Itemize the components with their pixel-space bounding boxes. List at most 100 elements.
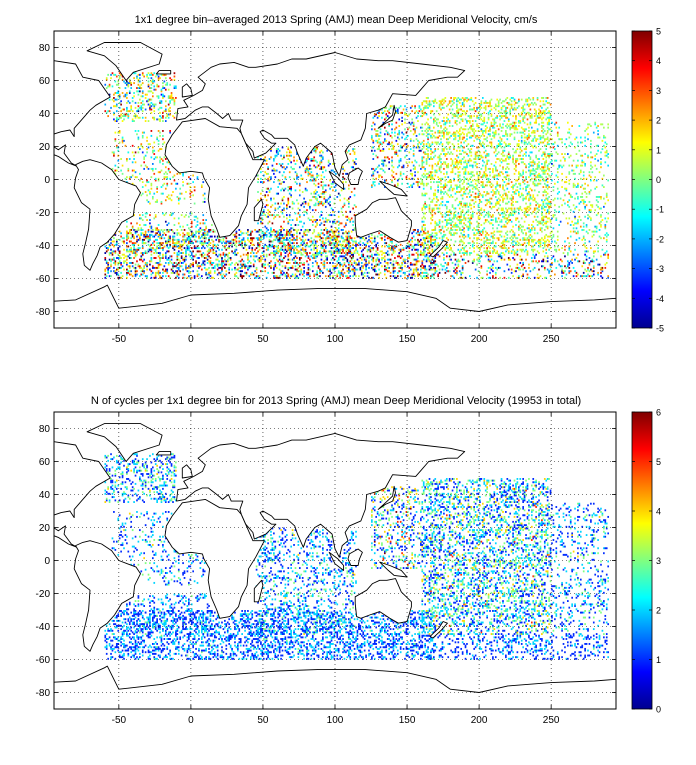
bin-cell	[319, 196, 321, 198]
bin-cell	[144, 212, 147, 215]
bin-cell	[353, 163, 356, 165]
bin-cell	[438, 230, 441, 233]
bin-cell	[448, 219, 451, 221]
bin-cell	[287, 242, 290, 245]
bin-cell	[280, 229, 282, 231]
bin-cell	[409, 184, 412, 187]
bin-cell	[274, 275, 277, 278]
bin-cell	[304, 255, 307, 258]
bin-cell	[147, 80, 150, 83]
bin-cell	[408, 161, 411, 164]
bin-cell	[388, 111, 390, 114]
bin-cell	[381, 149, 383, 152]
bin-cell	[316, 273, 318, 276]
bin-cell	[257, 275, 259, 278]
bin-cell	[358, 263, 360, 266]
bin-cell	[149, 108, 151, 111]
bin-cell	[281, 245, 284, 248]
bin-cell	[164, 240, 167, 243]
bin-cell	[288, 186, 291, 188]
bin-cell	[383, 265, 386, 268]
bin-cell	[170, 262, 173, 264]
bin-cell	[385, 252, 388, 254]
bin-cell	[320, 243, 323, 246]
bin-cell	[162, 255, 164, 258]
bin-cell	[160, 202, 163, 205]
bin-cell	[137, 110, 140, 113]
bin-cell	[137, 146, 140, 149]
bin-cell	[278, 235, 281, 238]
bin-cell	[173, 224, 176, 226]
bin-cell	[290, 146, 292, 149]
bin-cell	[313, 159, 316, 162]
bin-cell	[430, 134, 432, 137]
bin-cell	[422, 111, 425, 114]
bin-cell	[381, 237, 383, 240]
bin-cell	[273, 247, 275, 250]
bin-cell	[262, 163, 265, 165]
bin-cell	[264, 214, 267, 217]
bin-cell	[150, 250, 153, 253]
bin-cell	[275, 163, 278, 165]
bin-cell	[208, 250, 210, 253]
bin-cell	[118, 130, 121, 132]
bin-cell	[183, 258, 186, 261]
bin-cell	[395, 149, 398, 152]
bin-cell	[255, 230, 258, 233]
bin-cell	[262, 212, 265, 215]
bin-cell	[258, 230, 261, 233]
bin-cell	[347, 235, 350, 238]
bin-cell	[385, 266, 388, 269]
bin-cell	[162, 138, 164, 141]
bin-cell	[388, 167, 390, 170]
bin-cell	[139, 238, 141, 241]
bin-cell	[298, 245, 301, 248]
bin-cell	[440, 103, 442, 106]
bin-cell	[309, 199, 311, 202]
bin-cell	[163, 265, 166, 268]
bin-cell	[440, 186, 442, 188]
bin-cell	[332, 257, 334, 259]
bin-cell	[385, 276, 388, 279]
bin-cell	[443, 161, 445, 164]
bin-cell	[375, 139, 378, 142]
bin-cell	[421, 166, 424, 169]
bin-cell	[160, 242, 163, 245]
bin-cell	[241, 245, 243, 248]
bin-cell	[249, 242, 252, 245]
bin-cell	[215, 238, 218, 241]
bin-cell	[202, 252, 205, 254]
bin-cell	[209, 235, 212, 238]
bin-cell	[317, 200, 320, 203]
bin-cell	[352, 255, 354, 258]
bin-cell	[415, 146, 418, 149]
bin-cell	[297, 266, 300, 269]
bin-cell	[271, 230, 274, 233]
bin-cell	[265, 245, 268, 248]
bin-cell	[427, 182, 429, 185]
bin-cell	[283, 243, 285, 246]
bin-cell	[317, 174, 320, 177]
bin-cell	[320, 174, 323, 177]
bin-cell	[346, 270, 349, 273]
bin-cell	[141, 270, 144, 273]
bin-cell	[317, 252, 320, 254]
bin-cell	[408, 253, 411, 256]
bin-cell	[162, 143, 164, 146]
bin-cell	[126, 235, 128, 238]
bin-cell	[277, 148, 280, 151]
bin-cell	[139, 87, 141, 89]
bin-cell	[373, 181, 376, 184]
bin-cell	[140, 217, 143, 220]
bin-cell	[172, 115, 174, 118]
bin-cell	[445, 184, 448, 187]
bin-cell	[398, 125, 401, 127]
bin-cell	[177, 232, 180, 235]
bin-cell	[375, 154, 378, 157]
bin-cell	[375, 260, 378, 263]
bin-cell	[113, 93, 115, 96]
bin-cell	[115, 273, 118, 276]
bin-cell	[222, 252, 225, 254]
bin-cell	[277, 237, 280, 240]
bin-cell	[202, 262, 205, 264]
